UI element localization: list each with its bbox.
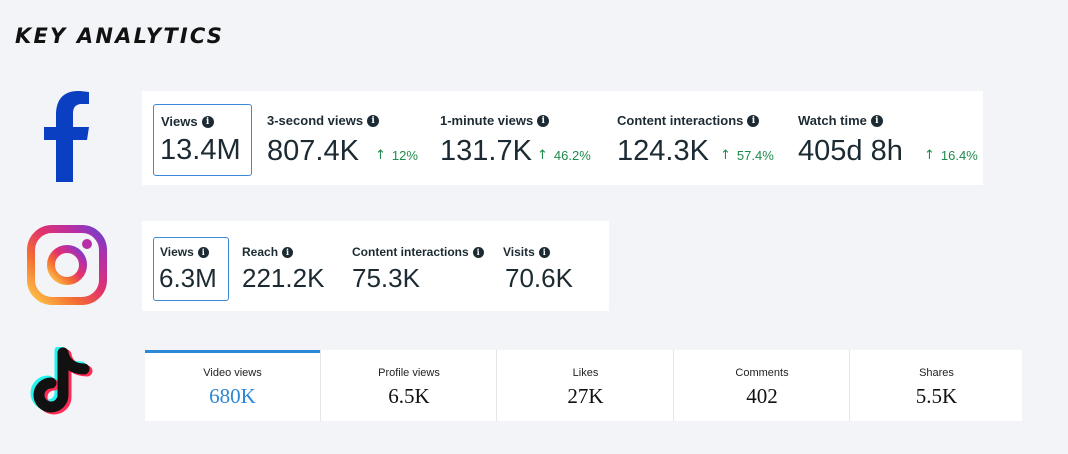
info-icon[interactable]: i [197, 246, 209, 258]
fb-metric-label: 3-second views [267, 113, 364, 128]
ig-metric-reach[interactable]: Reach i 221.2K [242, 221, 342, 311]
instagram-logo-icon [26, 224, 108, 306]
fb-metric-label: Content interactions [617, 113, 744, 128]
fb-metric-1m-views[interactable]: 1-minute views i 131.7K ↑ 46.2% [440, 91, 610, 185]
fb-metric-value: 131.7K [440, 135, 532, 167]
tt-metric-value: 402 [746, 384, 778, 408]
fb-metric-label: 1-minute views [440, 113, 534, 128]
fb-metric-trend: 12% [391, 148, 418, 163]
tt-tab-video-views[interactable]: Video views 680K [145, 350, 320, 421]
tt-metric-label: Likes [572, 367, 599, 379]
tiktok-metrics-card: Video views 680K Profile views 6.5K Like… [145, 350, 1022, 421]
tt-tab-comments[interactable]: Comments 402 [673, 350, 850, 421]
facebook-logo-icon [40, 90, 92, 182]
info-icon[interactable]: i [870, 114, 883, 127]
fb-metric-trend: 16.4% [940, 148, 978, 163]
ig-metric-value: 75.3K [352, 263, 420, 293]
ig-metric-label: Views [160, 245, 194, 259]
fb-metric-3s-views[interactable]: 3-second views i 807.4K ↑ 12% [267, 91, 437, 185]
arrow-up-icon: ↑ [720, 148, 731, 163]
arrow-up-icon: ↑ [375, 148, 386, 163]
active-tab-indicator [145, 350, 320, 353]
ig-metric-label: Content interactions [352, 245, 469, 259]
ig-metric-label: Reach [242, 245, 279, 259]
ig-metric-views[interactable]: Views i 6.3M [153, 237, 229, 301]
ig-metric-value: 70.6K [505, 263, 573, 293]
arrow-up-icon: ↑ [537, 148, 548, 163]
ig-metric-value: 221.2K [242, 263, 325, 293]
fb-metric-views[interactable]: Views i 13.4M [153, 104, 252, 176]
fb-metric-value: 405d 8h [798, 135, 903, 167]
tt-tab-profile-views[interactable]: Profile views 6.5K [320, 350, 497, 421]
info-icon[interactable]: i [282, 246, 294, 258]
tt-metric-value: 680K [209, 384, 256, 408]
instagram-metrics-card: Views i 6.3M Reach i 221.2K Content inte… [142, 221, 609, 311]
fb-metric-trend: 46.2% [553, 148, 591, 163]
fb-metric-value: 13.4M [160, 134, 241, 166]
tt-metric-value: 5.5K [915, 384, 958, 408]
info-icon[interactable]: i [472, 246, 484, 258]
fb-metric-value: 807.4K [267, 135, 359, 167]
tiktok-logo-icon [30, 345, 100, 421]
fb-metric-content-interactions[interactable]: Content interactions i 124.3K ↑ 57.4% [617, 91, 792, 185]
tt-metric-label: Profile views [378, 367, 440, 379]
info-icon[interactable]: i [367, 114, 380, 127]
ig-metric-label: Visits [503, 245, 535, 259]
tt-metric-label: Shares [919, 367, 954, 379]
ig-metric-content-interactions[interactable]: Content interactions i 75.3K [352, 221, 492, 311]
info-icon[interactable]: i [201, 115, 214, 128]
info-icon[interactable]: i [538, 246, 550, 258]
ig-metric-visits[interactable]: Visits i 70.6K [503, 221, 603, 311]
fb-metric-label: Watch time [798, 113, 867, 128]
tt-metric-value: 27K [567, 384, 604, 408]
facebook-metrics-card: Views i 13.4M 3-second views i 807.4K ↑ … [142, 91, 983, 185]
fb-metric-label: Views [161, 114, 198, 129]
tt-tab-likes[interactable]: Likes 27K [496, 350, 674, 421]
tt-metric-value: 6.5K [388, 384, 430, 408]
fb-metric-watch-time[interactable]: Watch time i 405d 8h ↑ 16.4% [798, 91, 983, 185]
fb-metric-value: 124.3K [617, 135, 709, 167]
tt-tab-shares[interactable]: Shares 5.5K [849, 350, 1023, 421]
arrow-up-icon: ↑ [924, 148, 935, 163]
fb-metric-trend: 57.4% [736, 148, 774, 163]
tt-metric-label: Video views [203, 367, 262, 379]
info-icon[interactable]: i [747, 114, 760, 127]
info-icon[interactable]: i [537, 114, 550, 127]
ig-metric-value: 6.3M [159, 263, 217, 293]
page-title: KEY ANALYTICS [15, 24, 225, 48]
tt-metric-label: Comments [735, 367, 789, 379]
